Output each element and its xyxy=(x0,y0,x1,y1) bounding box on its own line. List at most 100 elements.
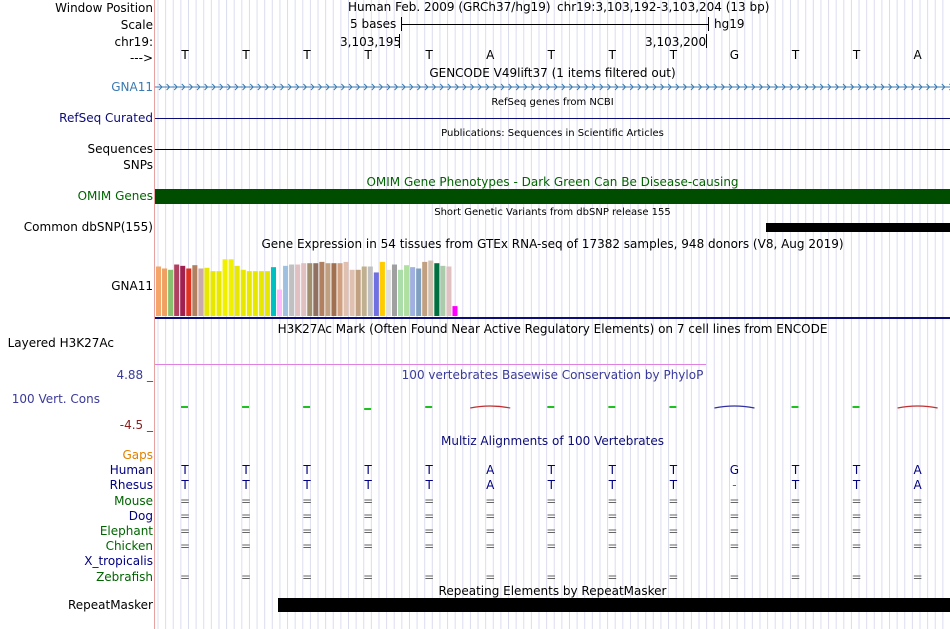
multiz-alignment-base: = xyxy=(790,539,801,554)
dbsnp-variant-bar[interactable] xyxy=(766,223,950,232)
gtex-tissue-bar[interactable] xyxy=(331,263,337,316)
gtex-tissue-bar[interactable] xyxy=(216,271,222,316)
gtex-tissue-bar[interactable] xyxy=(379,261,385,316)
multiz-alignment-base: = xyxy=(179,569,191,584)
gtex-tissue-bar[interactable] xyxy=(192,265,198,316)
multiz-alignment-base: = xyxy=(729,569,740,584)
gtex-tissue-bar[interactable] xyxy=(404,265,410,316)
gtex-tissue-bar[interactable] xyxy=(416,268,422,316)
gtex-tissue-bar[interactable] xyxy=(295,264,301,316)
multiz-alignment-base: = xyxy=(363,493,374,508)
multiz-alignment-base: = xyxy=(302,508,313,523)
base-letter: T xyxy=(425,48,433,62)
multiz-alignment-base: T xyxy=(303,463,311,478)
gtex-tissue-bar[interactable] xyxy=(319,261,325,316)
gtex-tissue-bar[interactable] xyxy=(162,268,168,316)
gtex-tissue-bar[interactable] xyxy=(174,264,180,316)
repeatmasker-element-bar[interactable] xyxy=(278,598,950,612)
multiz-alignment-base: = xyxy=(668,493,679,508)
gtex-tissue-bar[interactable] xyxy=(301,263,307,316)
phylop-signal[interactable] xyxy=(155,400,950,414)
gtex-tissue-bar[interactable] xyxy=(391,264,397,316)
gtex-tissue-bar[interactable] xyxy=(428,260,434,316)
multiz-alignment-base: = xyxy=(241,569,252,584)
gtex-tissue-bar[interactable] xyxy=(446,266,452,317)
omim-gene-bar[interactable] xyxy=(155,189,950,204)
gtex-tissue-bar[interactable] xyxy=(373,272,379,316)
multiz-alignment-base: = xyxy=(851,569,862,584)
gtex-tissue-bar[interactable] xyxy=(204,267,210,316)
multiz-species-label: Zebrafish xyxy=(96,569,153,584)
multiz-alignment-base: T xyxy=(791,478,800,493)
gtex-tissue-bar[interactable] xyxy=(283,265,289,316)
phylop-mark xyxy=(897,405,938,409)
multiz-alignment-base: = xyxy=(790,493,801,508)
gtex-tissue-bar[interactable] xyxy=(180,265,186,316)
h3k27ac-track-title: H3K27Ac Mark (Often Found Near Active Re… xyxy=(277,322,828,336)
track-label-cons[interactable]: 100 Vert. Cons xyxy=(11,392,100,406)
track-label-refseq[interactable]: RefSeq Curated xyxy=(59,111,153,125)
gtex-tissue-bar[interactable] xyxy=(355,269,361,316)
gtex-tissue-bar[interactable] xyxy=(156,266,162,317)
multiz-alignment-base: = xyxy=(790,508,801,523)
ruler-position: chr19:3,103,192-3,103,204 (13 bp) xyxy=(557,0,770,14)
publications-line[interactable] xyxy=(155,149,950,150)
gtex-tissue-bar[interactable] xyxy=(198,268,204,316)
gtex-tissue-bar[interactable] xyxy=(385,269,391,316)
base-letter: T xyxy=(791,48,800,62)
multiz-alignment-base: = xyxy=(363,569,374,584)
gtex-tissue-bar[interactable] xyxy=(398,269,404,316)
track-label-gtex[interactable]: GNA11 xyxy=(111,279,153,293)
gtex-tissue-bar[interactable] xyxy=(289,264,295,316)
track-label-gna11[interactable]: GNA11 xyxy=(111,80,153,94)
gtex-tissue-bar[interactable] xyxy=(186,268,192,316)
multiz-species-label: Mouse xyxy=(114,493,153,508)
gtex-tissue-bar[interactable] xyxy=(277,289,283,316)
track-label-h3k27ac[interactable]: Layered H3K27Ac xyxy=(7,336,114,350)
gtex-bar-chart[interactable] xyxy=(155,250,950,320)
gtex-tissue-bar[interactable] xyxy=(240,269,246,316)
track-label-sequences[interactable]: Sequences xyxy=(87,142,153,156)
gtex-tissue-bar[interactable] xyxy=(246,271,252,316)
multiz-alignment-base: = xyxy=(485,569,496,584)
phylop-mark xyxy=(425,406,433,408)
gtex-tissue-bar[interactable] xyxy=(325,263,331,316)
gtex-tissue-bar[interactable] xyxy=(337,263,343,316)
gtex-tissue-bar[interactable] xyxy=(210,271,216,316)
gtex-tissue-bar[interactable] xyxy=(361,266,367,317)
gtex-tissue-bar[interactable] xyxy=(258,271,264,316)
gtex-tissue-bar[interactable] xyxy=(410,267,416,316)
gtex-tissue-bar[interactable] xyxy=(264,271,270,316)
multiz-alignment-base: = xyxy=(546,524,557,538)
gtex-tissue-bar[interactable] xyxy=(349,269,355,316)
gencode-gene-line[interactable] xyxy=(155,81,950,93)
track-label-omim[interactable]: OMIM Genes xyxy=(77,189,153,203)
gtex-tissue-bar[interactable] xyxy=(422,261,428,316)
label-scale: Scale xyxy=(120,18,153,32)
gtex-tissue-bar[interactable] xyxy=(367,266,373,317)
base-letter: T xyxy=(303,48,311,62)
gtex-tissue-bar[interactable] xyxy=(440,265,446,316)
multiz-alignment-base: T xyxy=(852,463,861,478)
track-label-repeatmasker[interactable]: RepeatMasker xyxy=(67,598,153,612)
gtex-tissue-bar[interactable] xyxy=(168,269,174,316)
multiz-alignment-base: A xyxy=(486,463,495,478)
gtex-tissue-bar[interactable] xyxy=(234,265,240,316)
gtex-tissue-bar[interactable] xyxy=(313,263,319,316)
gtex-tissue-bar[interactable] xyxy=(434,263,440,316)
refseq-gene-line[interactable] xyxy=(155,118,950,119)
gtex-tissue-bar[interactable] xyxy=(307,263,313,316)
multiz-alignment-base: = xyxy=(424,539,435,554)
h3k27ac-signal-line[interactable] xyxy=(155,364,706,365)
phylop-mark xyxy=(669,406,677,408)
gtex-tissue-bar[interactable] xyxy=(222,259,228,316)
gtex-tissue-bar[interactable] xyxy=(270,267,276,316)
gtex-tissue-bar[interactable] xyxy=(228,259,234,316)
gtex-tissue-bar[interactable] xyxy=(343,261,349,316)
track-label-snps[interactable]: SNPs xyxy=(123,158,153,172)
gtex-tissue-bar[interactable] xyxy=(452,306,458,316)
multiz-alignment-base: = xyxy=(729,524,740,538)
gtex-tissue-bar[interactable] xyxy=(252,271,258,316)
base-letter: T xyxy=(547,48,555,62)
track-label-dbsnp[interactable]: Common dbSNP(155) xyxy=(23,220,153,234)
